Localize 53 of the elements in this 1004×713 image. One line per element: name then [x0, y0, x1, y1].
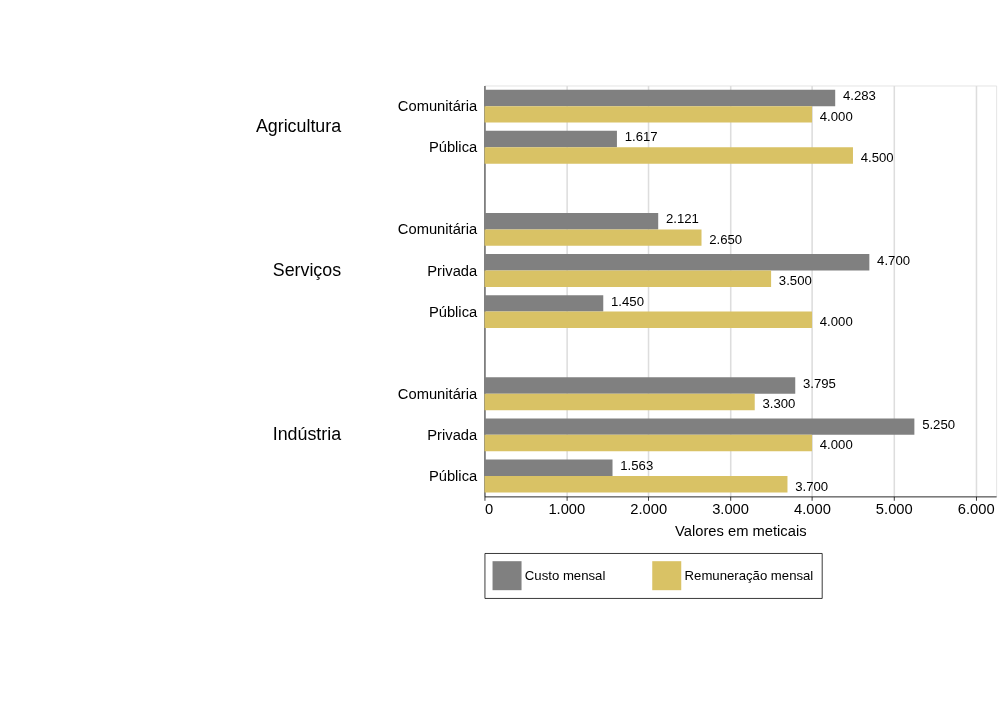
text: Agricultura [255, 116, 342, 137]
x-tick-label: 0 [484, 500, 494, 517]
bar [484, 377, 796, 394]
x-tick-label: 3.000 [712, 500, 749, 517]
data-label: 2.121 [665, 211, 699, 227]
bar [484, 229, 702, 246]
data-label: 3.795 [803, 375, 836, 391]
bar [484, 106, 813, 123]
x-tick-label: 5.000 [875, 500, 913, 517]
y-tick-label: Privada [427, 426, 478, 443]
text: Indústria [272, 424, 342, 445]
y-tick-label: Pública [428, 139, 478, 156]
bar [484, 89, 836, 107]
y-tick-label: Comunitária [397, 385, 478, 402]
data-label: 4.500 [860, 149, 894, 165]
data-label: 4.000 [819, 437, 853, 453]
legend-label: Custo mensal [524, 567, 606, 583]
bar [484, 254, 870, 271]
x-axis-title: Valores em meticais [675, 523, 807, 540]
bar [484, 311, 813, 329]
data-label: 4.000 [819, 108, 853, 124]
data-label: 2.650 [709, 231, 743, 247]
legend-label: Remuneração mensal [684, 567, 814, 583]
x-tick-label: 1.000 [548, 500, 586, 517]
bar [484, 270, 772, 287]
data-label: 3.300 [762, 396, 796, 412]
bar [484, 459, 613, 476]
bar [484, 393, 755, 411]
y-tick-label: Comunitária [397, 98, 478, 115]
y-tick-label: Comunitária [397, 221, 478, 238]
data-label: 1.617 [624, 129, 658, 145]
data-label: 1.450 [611, 293, 644, 309]
bar [484, 434, 813, 452]
data-label: 1.563 [620, 457, 654, 473]
x-tick-label: 2.000 [630, 500, 668, 517]
bar [484, 418, 915, 435]
bar [484, 147, 853, 164]
bar [484, 475, 788, 493]
text: Serviços [272, 259, 342, 280]
data-label: 4.000 [819, 314, 853, 330]
y-tick-label: Pública [428, 303, 478, 320]
bar [484, 212, 659, 230]
y-tick-label: Privada [427, 262, 478, 279]
data-label: 4.283 [842, 88, 876, 104]
x-tick-label: 6.000 [957, 500, 995, 517]
data-label: 5.250 [922, 416, 956, 432]
data-label: 3.700 [795, 478, 829, 494]
bar [484, 130, 617, 148]
x-tick-label: 4.000 [794, 500, 831, 517]
bar [484, 295, 604, 312]
data-label: 4.700 [877, 252, 911, 268]
y-tick-label: Pública [428, 467, 478, 484]
data-label: 3.500 [778, 273, 812, 289]
